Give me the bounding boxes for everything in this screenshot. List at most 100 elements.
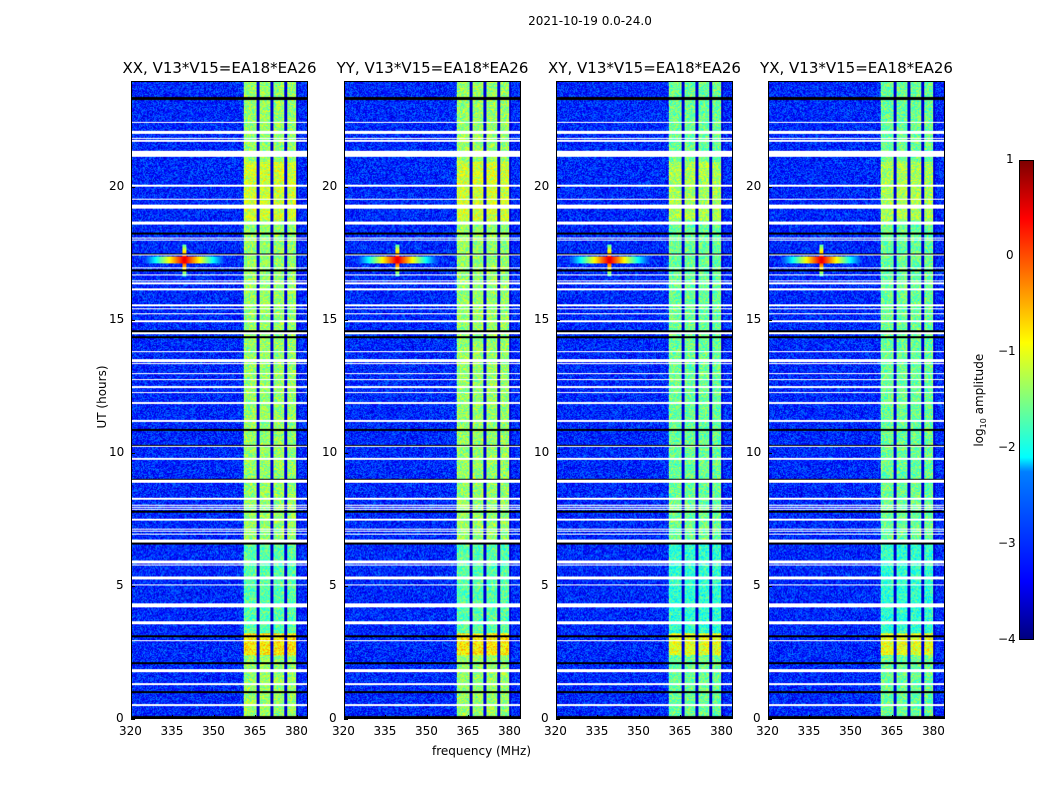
y-tick-label: 0 <box>753 711 761 725</box>
y-tick-mark <box>768 586 772 588</box>
y-tick-label: 20 <box>109 179 125 194</box>
x-tick-mark <box>556 715 557 719</box>
colorbar-label: log10 amplitude <box>972 340 988 460</box>
y-tick-mark <box>556 187 560 189</box>
x-tick-label: 350 <box>201 724 225 738</box>
panel-title: YY, V13*V15=EA18*EA26 <box>336 59 529 77</box>
x-tick-mark <box>385 715 387 719</box>
x-tick-mark <box>597 715 599 719</box>
x-tick-mark <box>213 715 215 719</box>
x-tick-label: 365 <box>668 724 692 738</box>
x-tick-label: 380 <box>497 724 521 738</box>
x-tick-mark <box>426 715 428 719</box>
y-tick-label: 10 <box>109 445 125 460</box>
x-tick-label: 350 <box>626 724 650 738</box>
y-tick-label: 0 <box>541 711 549 725</box>
x-tick-label: 320 <box>332 724 355 738</box>
x-tick-label: 365 <box>880 724 904 738</box>
y-tick-label: 15 <box>109 312 125 327</box>
y-tick-mark <box>768 453 772 455</box>
y-tick-label: 0 <box>116 711 124 725</box>
x-tick-mark <box>509 715 511 719</box>
x-tick-label: 320 <box>544 724 567 738</box>
cb-label-rest: amplitude <box>971 353 986 419</box>
x-tick-label: 335 <box>160 724 184 738</box>
y-tick-mark <box>556 586 560 588</box>
x-tick-label: 335 <box>373 724 397 738</box>
spectrogram-panel <box>131 81 308 719</box>
x-tick-mark <box>809 715 811 719</box>
x-tick-label: 350 <box>838 724 862 738</box>
y-tick-mark <box>131 586 135 588</box>
figure-title: 2021-10-19 0.0-24.0 <box>528 14 652 28</box>
x-tick-label: 320 <box>119 724 142 738</box>
spectrogram-image <box>769 82 944 718</box>
spectrogram-image <box>557 82 732 718</box>
colorbar-tick-label: −1 <box>998 344 1016 358</box>
y-tick-label: 0 <box>329 711 337 725</box>
x-tick-label: 320 <box>756 724 779 738</box>
y-tick-mark <box>768 320 772 322</box>
x-tick-mark <box>255 715 257 719</box>
x-tick-mark <box>850 715 852 719</box>
colorbar-tick-label: 0 <box>1006 248 1014 262</box>
y-tick-mark <box>556 320 560 322</box>
panel-title: YX, V13*V15=EA18*EA26 <box>760 59 953 77</box>
y-tick-label: 20 <box>746 179 762 194</box>
cb-label-sub: 10 <box>979 418 989 429</box>
y-tick-mark <box>556 719 560 720</box>
colorbar-tick-label: −2 <box>998 440 1016 454</box>
y-axis-label: UT (hours) <box>95 365 109 429</box>
spectrogram-panel <box>344 81 521 719</box>
x-tick-mark <box>468 715 470 719</box>
colorbar-tick-label: −4 <box>998 632 1016 646</box>
colorbar <box>1019 160 1034 640</box>
x-tick-label: 365 <box>243 724 267 738</box>
x-tick-mark <box>721 715 723 719</box>
colorbar-tick-label: 1 <box>1006 152 1014 166</box>
y-tick-label: 10 <box>322 445 338 460</box>
y-tick-label: 10 <box>534 445 550 460</box>
y-tick-mark <box>768 187 772 189</box>
y-tick-label: 15 <box>322 312 338 327</box>
colorbar-tick-label: −3 <box>998 536 1016 550</box>
x-tick-mark <box>131 715 132 719</box>
spectrogram-panel <box>768 81 945 719</box>
spectrogram-image <box>345 82 520 718</box>
x-tick-mark <box>296 715 298 719</box>
x-tick-mark <box>933 715 935 719</box>
x-axis-label: frequency (MHz) <box>432 744 532 758</box>
x-tick-label: 335 <box>797 724 821 738</box>
spectrogram-image <box>132 82 307 718</box>
x-tick-mark <box>892 715 894 719</box>
y-tick-mark <box>344 453 348 455</box>
panel-title: XX, V13*V15=EA18*EA26 <box>122 59 317 77</box>
y-tick-mark <box>131 187 135 189</box>
y-tick-mark <box>131 453 135 455</box>
y-tick-label: 5 <box>753 578 761 593</box>
x-tick-label: 380 <box>284 724 308 738</box>
x-tick-mark <box>768 715 769 719</box>
cb-label-main: log <box>971 428 986 447</box>
y-tick-mark <box>131 320 135 322</box>
x-tick-mark <box>680 715 682 719</box>
y-tick-mark <box>344 586 348 588</box>
y-tick-mark <box>131 719 135 720</box>
spectrogram-panel <box>556 81 733 719</box>
y-tick-label: 5 <box>116 578 124 593</box>
x-tick-label: 380 <box>921 724 945 738</box>
y-tick-mark <box>344 187 348 189</box>
y-tick-mark <box>556 453 560 455</box>
panel-title: XY, V13*V15=EA18*EA26 <box>548 59 741 77</box>
y-tick-label: 20 <box>322 179 338 194</box>
y-tick-label: 15 <box>534 312 550 327</box>
y-tick-label: 5 <box>329 578 337 593</box>
x-tick-label: 380 <box>709 724 733 738</box>
y-tick-label: 5 <box>541 578 549 593</box>
y-tick-label: 10 <box>746 445 762 460</box>
x-tick-mark <box>344 715 345 719</box>
y-tick-mark <box>768 719 772 720</box>
y-tick-mark <box>344 719 348 720</box>
y-tick-label: 20 <box>534 179 550 194</box>
